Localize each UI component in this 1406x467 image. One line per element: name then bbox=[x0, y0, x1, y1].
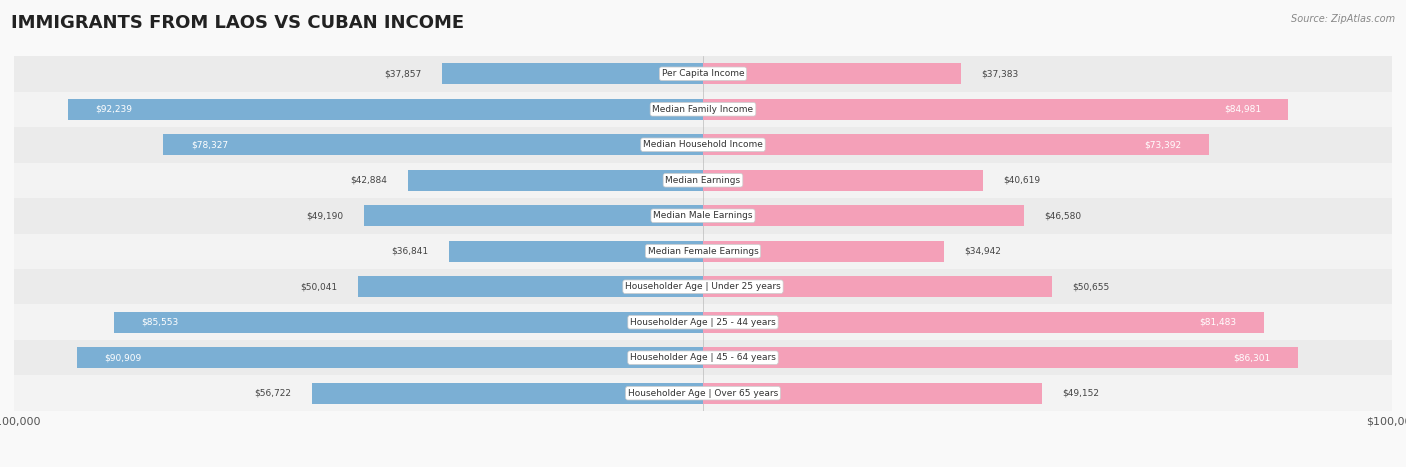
Text: $40,619: $40,619 bbox=[1004, 176, 1040, 185]
Text: Median Female Earnings: Median Female Earnings bbox=[648, 247, 758, 256]
Bar bbox=[408, 170, 703, 191]
Text: $42,884: $42,884 bbox=[350, 176, 387, 185]
Bar bbox=[14, 304, 1392, 340]
Bar bbox=[77, 347, 703, 368]
Bar bbox=[703, 311, 1264, 333]
Text: Per Capita Income: Per Capita Income bbox=[662, 69, 744, 78]
Text: Householder Age | 25 - 44 years: Householder Age | 25 - 44 years bbox=[630, 318, 776, 327]
Bar bbox=[312, 382, 703, 404]
Text: $37,857: $37,857 bbox=[384, 69, 422, 78]
Bar bbox=[14, 375, 1392, 411]
Bar bbox=[703, 205, 1024, 226]
Text: $86,301: $86,301 bbox=[1233, 353, 1270, 362]
Text: Median Male Earnings: Median Male Earnings bbox=[654, 211, 752, 220]
Text: $73,392: $73,392 bbox=[1144, 140, 1181, 149]
Text: Householder Age | Over 65 years: Householder Age | Over 65 years bbox=[628, 389, 778, 398]
Text: $50,655: $50,655 bbox=[1073, 282, 1109, 291]
Text: Householder Age | Under 25 years: Householder Age | Under 25 years bbox=[626, 282, 780, 291]
Text: $50,041: $50,041 bbox=[301, 282, 337, 291]
Bar bbox=[359, 276, 703, 297]
Bar bbox=[163, 134, 703, 156]
Text: Median Family Income: Median Family Income bbox=[652, 105, 754, 114]
Text: Source: ZipAtlas.com: Source: ZipAtlas.com bbox=[1291, 14, 1395, 24]
Text: $90,909: $90,909 bbox=[104, 353, 142, 362]
Bar bbox=[14, 234, 1392, 269]
Bar bbox=[14, 56, 1392, 92]
Bar bbox=[703, 276, 1052, 297]
Bar bbox=[703, 241, 943, 262]
Bar bbox=[703, 382, 1042, 404]
Bar bbox=[703, 347, 1298, 368]
Text: IMMIGRANTS FROM LAOS VS CUBAN INCOME: IMMIGRANTS FROM LAOS VS CUBAN INCOME bbox=[11, 14, 464, 32]
Text: Median Household Income: Median Household Income bbox=[643, 140, 763, 149]
Legend: Immigrants from Laos, Cuban: Immigrants from Laos, Cuban bbox=[593, 465, 813, 467]
Text: $85,553: $85,553 bbox=[141, 318, 179, 327]
Text: Median Earnings: Median Earnings bbox=[665, 176, 741, 185]
Text: $49,152: $49,152 bbox=[1063, 389, 1099, 398]
Bar bbox=[14, 340, 1392, 375]
Bar bbox=[67, 99, 703, 120]
Bar bbox=[14, 198, 1392, 234]
Text: $92,239: $92,239 bbox=[96, 105, 132, 114]
Bar bbox=[114, 311, 703, 333]
Text: Householder Age | 45 - 64 years: Householder Age | 45 - 64 years bbox=[630, 353, 776, 362]
Text: $56,722: $56,722 bbox=[254, 389, 291, 398]
Bar bbox=[14, 163, 1392, 198]
Bar bbox=[14, 127, 1392, 163]
Text: $78,327: $78,327 bbox=[191, 140, 228, 149]
Bar bbox=[14, 92, 1392, 127]
Bar bbox=[703, 63, 960, 85]
Text: $49,190: $49,190 bbox=[307, 211, 343, 220]
Bar bbox=[703, 170, 983, 191]
Text: $34,942: $34,942 bbox=[965, 247, 1001, 256]
Bar bbox=[703, 99, 1288, 120]
Bar bbox=[364, 205, 703, 226]
Text: $46,580: $46,580 bbox=[1045, 211, 1081, 220]
Text: $81,483: $81,483 bbox=[1199, 318, 1237, 327]
Bar bbox=[443, 63, 703, 85]
Text: $84,981: $84,981 bbox=[1223, 105, 1261, 114]
Text: $36,841: $36,841 bbox=[391, 247, 429, 256]
Bar bbox=[449, 241, 703, 262]
Text: $37,383: $37,383 bbox=[981, 69, 1018, 78]
Bar bbox=[703, 134, 1209, 156]
Bar bbox=[14, 269, 1392, 304]
